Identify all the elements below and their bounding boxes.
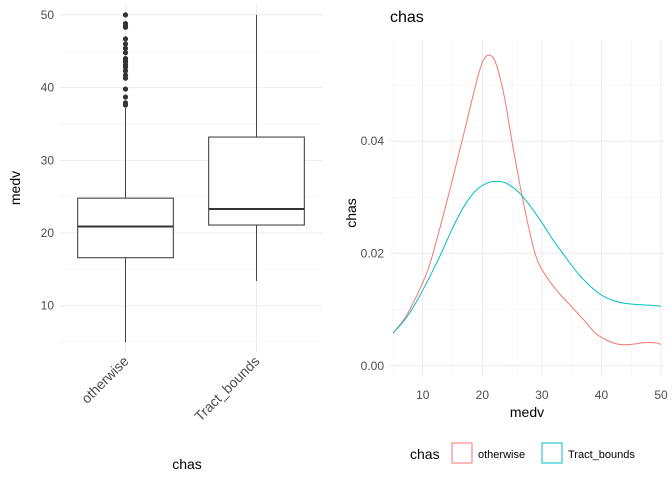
legend-label: otherwise	[478, 449, 525, 461]
boxplot-boxes	[77, 12, 305, 343]
density-tick-labels: 0.00 0.02 0.04 10 20 30 40 50	[361, 134, 668, 402]
x-tick-label: 10	[416, 388, 430, 402]
density-line-otherwise	[392, 54, 662, 346]
density-panel: chas 0.00 0.02 0.04 10 20 30 40 50 medv chas ch…	[343, 9, 668, 464]
density-line-Tract_bounds	[392, 180, 662, 334]
y-tick-label: 0.00	[361, 359, 385, 373]
outlier-point	[122, 45, 129, 51]
outlier-point	[122, 68, 129, 74]
outlier-point	[122, 94, 129, 100]
outlier-point	[122, 55, 129, 62]
y-tick-label: 0.02	[361, 246, 385, 260]
box-otherwise	[77, 12, 174, 343]
y-tick-label: 10	[41, 299, 55, 313]
box-body	[208, 136, 305, 226]
outlier-point	[122, 100, 129, 106]
y-tick-label: 50	[41, 8, 55, 22]
box-Tract_bounds	[208, 14, 305, 282]
outlier-point	[122, 12, 129, 18]
outlier-point	[122, 21, 129, 27]
x-tick-label: otherwise	[78, 353, 132, 407]
boxplot-x-axis-title: chas	[172, 456, 202, 472]
outlier-point	[122, 72, 129, 78]
legend-items: otherwise Tract_bounds	[451, 442, 635, 464]
legend-title: chas	[410, 446, 440, 462]
y-tick-label: 20	[41, 226, 55, 240]
outlier-point	[122, 41, 129, 47]
legend-key	[541, 442, 563, 464]
legend-item-otherwise: otherwise	[451, 442, 525, 464]
boxplot-y-axis-title: medv	[7, 171, 23, 205]
x-tick-label: Tract_bounds	[191, 353, 262, 424]
density-x-axis-title: medv	[510, 404, 544, 420]
y-tick-label: 40	[41, 81, 55, 95]
x-tick-label: 20	[476, 388, 490, 402]
boxplot-panel: 10 20 30 40 50 otherwise Tract_bounds chas med…	[7, 4, 322, 472]
y-tick-label: 0.04	[361, 134, 385, 148]
density-legend: chas otherwise Tract_bounds	[410, 442, 635, 464]
density-gridlines	[390, 40, 664, 377]
x-tick-label: 40	[595, 388, 609, 402]
outlier-point	[122, 86, 129, 92]
y-tick-label: 30	[41, 153, 55, 167]
legend-key	[451, 442, 473, 464]
box-body	[77, 197, 174, 259]
outlier-point	[122, 50, 129, 56]
x-tick-label: 30	[535, 388, 549, 402]
x-tick-label: 50	[654, 388, 668, 402]
outlier-point	[122, 36, 129, 42]
legend-item-Tract_bounds: Tract_bounds	[541, 442, 635, 464]
legend-label: Tract_bounds	[568, 449, 635, 461]
density-lines	[392, 54, 662, 346]
density-y-axis-title: chas	[343, 198, 359, 228]
density-panel-title: chas	[390, 9, 424, 26]
